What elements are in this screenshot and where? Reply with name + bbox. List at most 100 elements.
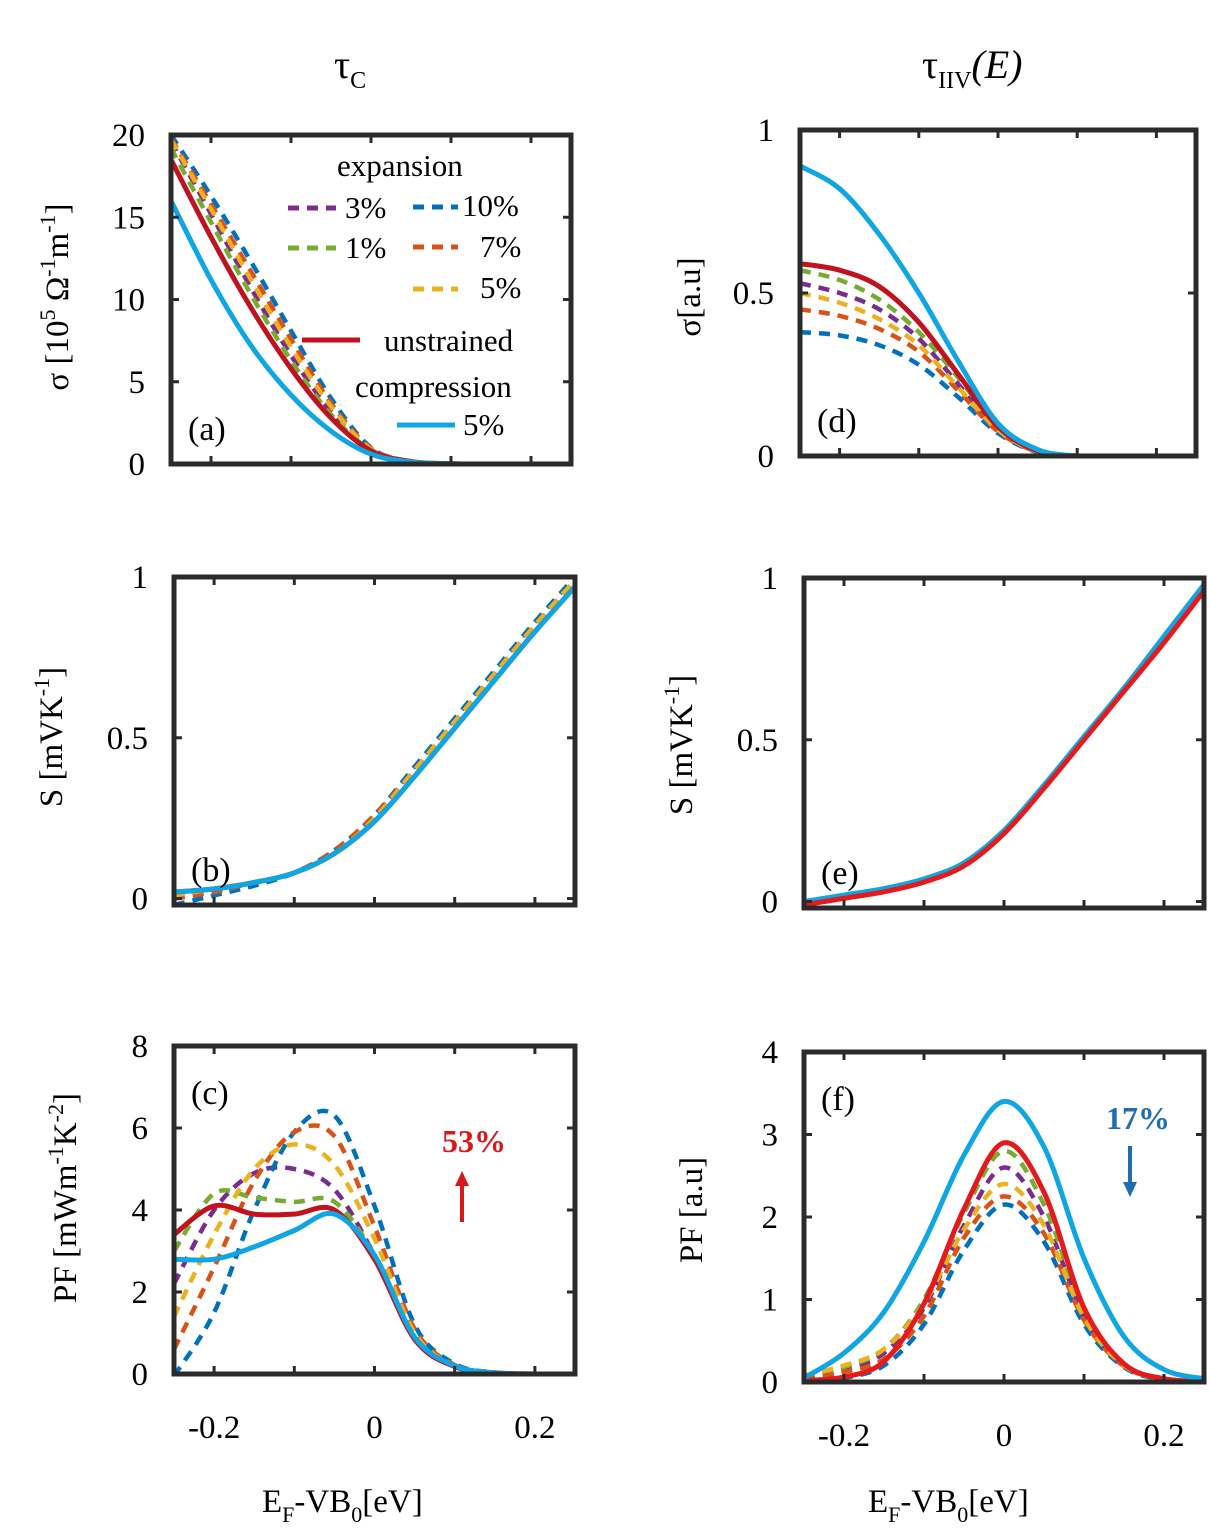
series-line-e-unstrained_right bbox=[804, 589, 1204, 908]
ytick-label-c: 2 bbox=[132, 1275, 149, 1311]
series-line-b-comp5 bbox=[174, 584, 575, 895]
legend-compression-heading: compression bbox=[355, 369, 512, 404]
annotation-53-text: 53% bbox=[442, 1123, 506, 1159]
axes-frame-b bbox=[171, 574, 578, 908]
panel-label-d: (d) bbox=[817, 403, 857, 440]
axes-frame-e bbox=[801, 575, 1207, 911]
series-line-b-exp3 bbox=[174, 578, 575, 898]
series-group-b bbox=[174, 575, 575, 905]
xtick-label-f: 0.2 bbox=[1143, 1418, 1184, 1454]
series-group-f bbox=[804, 1099, 1204, 1382]
series-line-b-exp1 bbox=[174, 581, 575, 895]
ytick-label-e: 0 bbox=[762, 885, 779, 921]
series-line-f-exp7 bbox=[804, 1194, 1204, 1382]
ytick-label-f: 0 bbox=[762, 1365, 779, 1401]
series-line-b-unstrained bbox=[174, 584, 575, 895]
series-line-f-comp5 bbox=[804, 1099, 1204, 1382]
series-line-b-exp10 bbox=[174, 575, 575, 905]
series-line-a-unstrained bbox=[171, 158, 571, 464]
series-group-e bbox=[804, 582, 1204, 908]
ytick-label-c: 0 bbox=[132, 1357, 149, 1393]
ytick-label-d: 0.5 bbox=[733, 276, 774, 312]
panel-label-b: (b) bbox=[191, 852, 231, 889]
ytick-label-a: 10 bbox=[112, 283, 145, 319]
panel-label-e: (e) bbox=[821, 855, 859, 892]
ylabel-d: σ[a.u] bbox=[672, 257, 708, 336]
annotation-17-text: 17% bbox=[1106, 1100, 1170, 1136]
series-line-a-exp3 bbox=[171, 140, 571, 464]
series-line-a-exp10 bbox=[171, 133, 571, 464]
series-line-d-comp5 bbox=[800, 163, 1196, 456]
series-group-d bbox=[800, 163, 1196, 456]
series-line-d-unstrained bbox=[800, 261, 1196, 456]
series-line-c-exp7 bbox=[174, 1123, 575, 1374]
ytick-label-d: 1 bbox=[758, 113, 775, 149]
xtick-label-c: 0 bbox=[366, 1410, 383, 1446]
legend-expansion-heading: expansion bbox=[337, 148, 463, 183]
panel-a: 0 5 10 15 20 (a) bbox=[112, 118, 574, 483]
ylabel-a: σ [105 Ω-1m-1] bbox=[35, 203, 76, 390]
ytick-label-a: 20 bbox=[112, 118, 145, 154]
series-line-a-comp5 bbox=[171, 199, 571, 464]
ytick-label-f: 4 bbox=[762, 1035, 779, 1071]
xlabel-left: EF-VB0[eV] bbox=[262, 1484, 423, 1527]
series-line-e-comp5 bbox=[804, 582, 1204, 904]
series-line-c-exp1 bbox=[174, 1188, 575, 1374]
ylabel-c: PF [mWm-1K-2] bbox=[43, 1093, 84, 1303]
panel-f: 0 1 2 3 4 -0.2 0 0.2 (f) bbox=[762, 1035, 1207, 1454]
xtick-label-c: 0.2 bbox=[514, 1410, 555, 1446]
xtick-label-f: -0.2 bbox=[818, 1418, 870, 1454]
panel-label-f: (f) bbox=[821, 1081, 855, 1118]
ytick-label-f: 3 bbox=[762, 1118, 779, 1154]
ytick-label-e: 1 bbox=[762, 561, 779, 597]
xlabel-right: EF-VB0[eV] bbox=[868, 1484, 1029, 1527]
legend-label-unstrained: unstrained bbox=[384, 323, 514, 358]
annotation-53: 53% bbox=[442, 1123, 506, 1222]
ytick-label-e: 0.5 bbox=[737, 723, 778, 759]
ytick-label-c: 6 bbox=[132, 1111, 149, 1147]
ytick-label-a: 15 bbox=[112, 200, 145, 236]
ytick-label-b: 1 bbox=[132, 560, 149, 596]
panel-b: 0 0.5 1 (b) bbox=[107, 560, 578, 918]
xtick-label-f: 0 bbox=[996, 1418, 1013, 1454]
ytick-label-a: 0 bbox=[129, 447, 146, 483]
series-line-b-exp5 bbox=[174, 578, 575, 898]
column-title-left: τC bbox=[334, 42, 366, 94]
series-line-b-exp7 bbox=[174, 578, 575, 901]
series-line-f-unstrained_right bbox=[804, 1140, 1204, 1382]
series-group-a bbox=[171, 133, 571, 464]
ytick-label-c: 8 bbox=[132, 1029, 149, 1065]
series-line-f-exp5 bbox=[804, 1181, 1204, 1382]
annotation-17: 17% bbox=[1106, 1100, 1170, 1197]
panel-label-c: (c) bbox=[191, 1075, 229, 1112]
axes-frame-d bbox=[797, 127, 1199, 459]
panel-d: 0 0.5 1 (d) bbox=[733, 113, 1199, 475]
legend-label-exp7: 7% bbox=[480, 229, 521, 264]
panel-c: 0 2 4 6 8 -0.2 0 0.2 (c) bbox=[132, 1029, 578, 1446]
series-line-c-exp5 bbox=[174, 1142, 575, 1374]
ytick-label-b: 0.5 bbox=[107, 721, 148, 757]
series-line-d-exp5 bbox=[800, 290, 1196, 456]
legend-label-exp10: 10% bbox=[462, 188, 519, 223]
series-line-d-exp10 bbox=[800, 329, 1196, 456]
panel-e: 0 0.5 1 (e) bbox=[737, 561, 1207, 921]
ylabel-f: PF [a.u] bbox=[674, 1157, 710, 1263]
ytick-label-d: 0 bbox=[758, 439, 775, 475]
legend-label-comp5: 5% bbox=[463, 407, 504, 442]
legend: expansion 3% 10% 1% 7% 5% unstrained com… bbox=[288, 148, 521, 442]
ytick-label-f: 1 bbox=[762, 1283, 779, 1319]
legend-label-exp3: 3% bbox=[345, 190, 386, 225]
arrow-up-head-icon bbox=[455, 1171, 469, 1186]
panel-label-a: (a) bbox=[188, 411, 226, 448]
series-group-c bbox=[174, 1108, 575, 1374]
ytick-label-b: 0 bbox=[132, 882, 149, 918]
column-title-right: τIIV(E) bbox=[922, 42, 1022, 94]
legend-label-exp1: 1% bbox=[345, 230, 386, 265]
series-line-c-unstrained bbox=[174, 1202, 575, 1374]
ylabel-e: S [mVK-1] bbox=[659, 675, 700, 815]
ylabel-b: S [mVK-1] bbox=[29, 667, 70, 807]
arrow-down-head-icon bbox=[1123, 1182, 1137, 1197]
legend-label-exp5: 5% bbox=[480, 270, 521, 305]
